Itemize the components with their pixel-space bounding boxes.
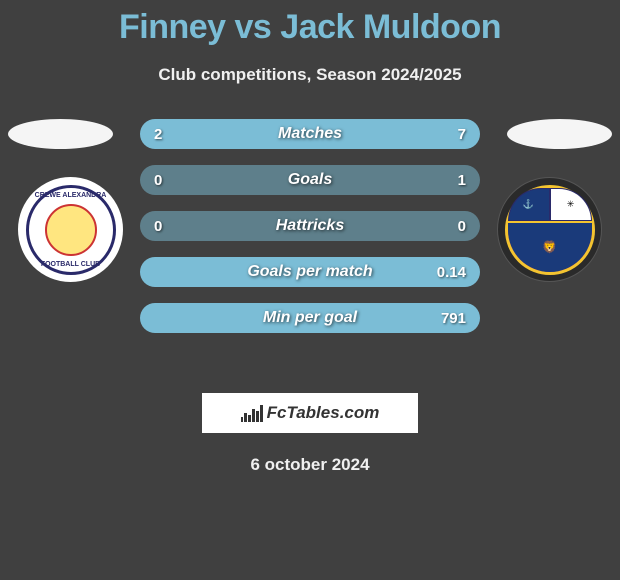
stat-right-value: 0.14 (426, 264, 466, 281)
stat-label: Min per goal (194, 309, 426, 327)
badge-quadrant-icon: ⚓ (508, 188, 550, 222)
stat-label: Matches (194, 125, 426, 143)
stat-label: Goals per match (194, 263, 426, 281)
stat-left-value: 2 (154, 126, 194, 143)
club-badge-right: ⚓ ✳ 🦁 (497, 177, 602, 282)
branding-box[interactable]: FcTables.com (202, 393, 418, 433)
badge-inner-icon (45, 204, 97, 256)
club-badge-left: CREWE ALEXANDRA FOOTBALL CLUB (18, 177, 123, 282)
stat-label: Goals (194, 171, 426, 189)
subtitle: Club competitions, Season 2024/2025 (0, 65, 620, 85)
stat-right-value: 7 (426, 126, 466, 143)
stat-row-goals-per-match: Goals per match 0.14 (140, 257, 480, 287)
crewe-badge: CREWE ALEXANDRA FOOTBALL CLUB (26, 185, 116, 275)
main-area: CREWE ALEXANDRA FOOTBALL CLUB ⚓ ✳ 🦁 2 Ma… (0, 119, 620, 379)
chart-icon (241, 404, 263, 422)
player-right-photo-placeholder (507, 119, 612, 149)
stat-row-min-per-goal: Min per goal 791 (140, 303, 480, 333)
stat-row-hattricks: 0 Hattricks 0 (140, 211, 480, 241)
stat-row-goals: 0 Goals 1 (140, 165, 480, 195)
stats-list: 2 Matches 7 0 Goals 1 0 Hattricks 0 Goal… (140, 119, 480, 349)
brand-text: FcTables.com (267, 403, 380, 423)
comparison-card: Finney vs Jack Muldoon Club competitions… (0, 0, 620, 475)
badge-lower-icon: 🦁 (508, 221, 592, 271)
stat-left-value: 0 (154, 218, 194, 235)
stat-row-matches: 2 Matches 7 (140, 119, 480, 149)
date-text: 6 october 2024 (0, 455, 620, 475)
stat-left-value: 0 (154, 172, 194, 189)
page-title: Finney vs Jack Muldoon (0, 0, 620, 47)
stat-right-value: 0 (426, 218, 466, 235)
stat-right-value: 1 (426, 172, 466, 189)
badge-text-top: CREWE ALEXANDRA (29, 192, 113, 199)
opponent-badge: ⚓ ✳ 🦁 (505, 185, 595, 275)
badge-quadrant-icon: ✳ (550, 188, 592, 222)
stat-label: Hattricks (194, 217, 426, 235)
player-left-photo-placeholder (8, 119, 113, 149)
stat-right-value: 791 (426, 310, 466, 327)
badge-text-bottom: FOOTBALL CLUB (29, 261, 113, 268)
